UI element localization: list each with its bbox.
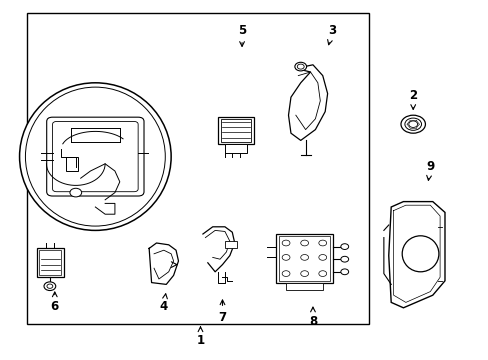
Text: 9: 9 bbox=[426, 160, 433, 180]
Text: 3: 3 bbox=[327, 24, 336, 45]
Circle shape bbox=[70, 188, 81, 197]
Circle shape bbox=[47, 284, 53, 288]
Circle shape bbox=[294, 62, 306, 71]
Bar bbox=[37, 248, 63, 277]
Text: 2: 2 bbox=[408, 89, 416, 109]
Circle shape bbox=[318, 255, 326, 260]
Circle shape bbox=[300, 255, 308, 260]
Bar bbox=[278, 236, 329, 281]
Text: 1: 1 bbox=[196, 327, 204, 347]
Circle shape bbox=[297, 64, 304, 69]
FancyBboxPatch shape bbox=[47, 117, 143, 196]
Bar bbox=[224, 241, 237, 248]
Circle shape bbox=[282, 255, 289, 260]
Circle shape bbox=[300, 240, 308, 246]
Text: 7: 7 bbox=[218, 300, 226, 324]
Bar bbox=[224, 144, 246, 153]
Text: 6: 6 bbox=[51, 292, 59, 313]
Text: 4: 4 bbox=[160, 294, 167, 313]
Ellipse shape bbox=[20, 83, 171, 230]
Text: 5: 5 bbox=[238, 24, 245, 46]
Circle shape bbox=[404, 118, 421, 130]
Circle shape bbox=[44, 282, 56, 291]
Bar bbox=[39, 250, 61, 275]
Circle shape bbox=[318, 240, 326, 246]
Circle shape bbox=[340, 244, 348, 249]
Bar bbox=[27, 13, 368, 324]
Circle shape bbox=[282, 271, 289, 276]
Circle shape bbox=[408, 121, 417, 127]
Circle shape bbox=[340, 269, 348, 275]
Bar bbox=[220, 119, 251, 142]
Ellipse shape bbox=[402, 236, 438, 272]
Polygon shape bbox=[388, 202, 444, 308]
Text: 8: 8 bbox=[308, 307, 316, 328]
Circle shape bbox=[282, 240, 289, 246]
Bar bbox=[66, 157, 78, 171]
Bar bbox=[285, 283, 322, 290]
Circle shape bbox=[318, 271, 326, 276]
Circle shape bbox=[340, 256, 348, 262]
Bar bbox=[276, 234, 332, 283]
Bar bbox=[217, 117, 254, 144]
FancyBboxPatch shape bbox=[53, 122, 138, 192]
Ellipse shape bbox=[25, 87, 165, 226]
Circle shape bbox=[300, 271, 308, 276]
Circle shape bbox=[400, 115, 425, 133]
